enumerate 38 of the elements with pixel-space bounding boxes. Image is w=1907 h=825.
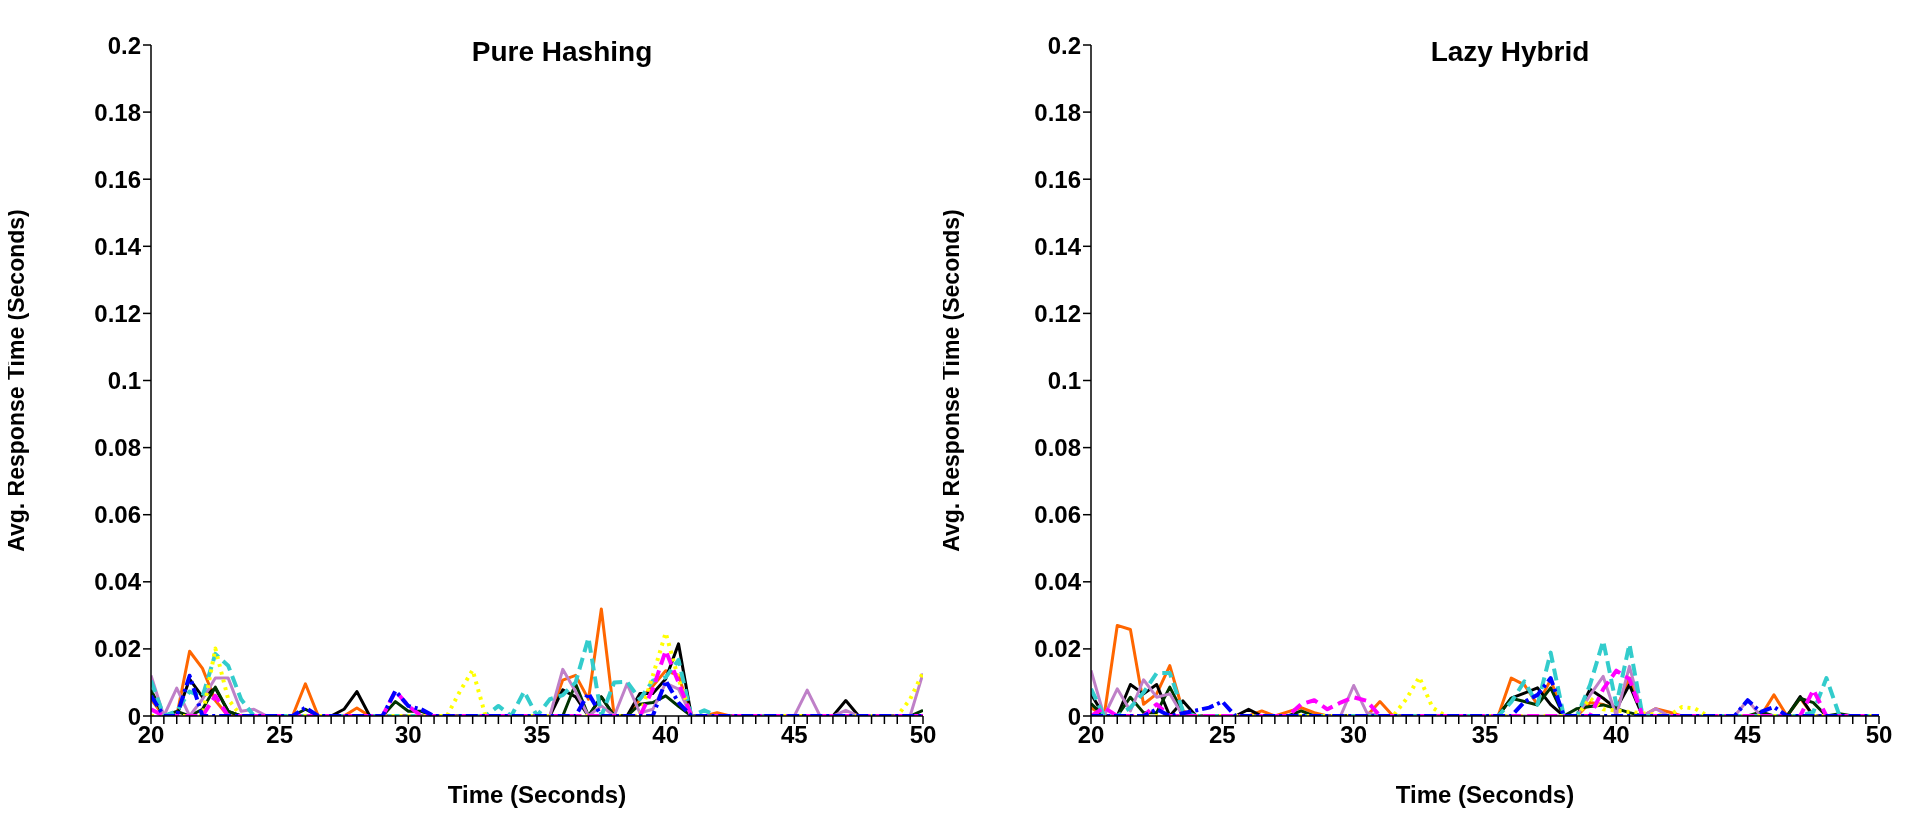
x-tick-label: 35 xyxy=(1471,721,1499,749)
x-tick-label: 25 xyxy=(266,721,294,749)
x-tick-label: 40 xyxy=(1602,721,1630,749)
y-tick-label: 0.06 xyxy=(1034,501,1081,529)
x-tick-label: 45 xyxy=(780,721,808,749)
y-tick-label: 0.04 xyxy=(1034,568,1082,596)
chart-title: Lazy Hybrid xyxy=(1429,36,1591,68)
x-tick-label: 30 xyxy=(1340,721,1368,749)
y-axis-title: Avg. Response Time (Seconds) xyxy=(3,209,30,552)
y-tick-label: 0.18 xyxy=(1034,98,1081,126)
y-tick-label: 0.12 xyxy=(94,299,141,327)
y-tick-label: 0.1 xyxy=(107,367,141,395)
y-tick-label: 0.18 xyxy=(94,98,141,126)
y-tick-label: 0.14 xyxy=(94,232,142,260)
y-tick-label: 0.04 xyxy=(94,568,142,596)
y-tick-label: 0.08 xyxy=(1034,434,1081,462)
x-tick-label: 25 xyxy=(1208,721,1236,749)
x-axis-title: Time (Seconds) xyxy=(447,781,627,808)
x-tick-label: 50 xyxy=(1865,721,1893,749)
y-tick-label: 0.16 xyxy=(94,165,141,193)
chart-title: Pure Hashing xyxy=(470,36,654,68)
y-tick-label: 0.02 xyxy=(94,635,141,663)
x-tick-label: 45 xyxy=(1734,721,1762,749)
y-tick-label: 0.12 xyxy=(1034,299,1081,327)
y-tick-label: 0.02 xyxy=(1034,635,1081,663)
y-tick-label: 0.14 xyxy=(1034,232,1082,260)
y-tick-label: 0.1 xyxy=(1047,367,1081,395)
y-tick-label: 0.16 xyxy=(1034,165,1081,193)
y-tick-label: 0.2 xyxy=(107,31,141,59)
x-tick-label: 35 xyxy=(523,721,551,749)
y-tick-label: 0.06 xyxy=(94,501,141,529)
y-tick-label: 0.08 xyxy=(94,434,141,462)
y-axis-title: Avg. Response Time (Seconds) xyxy=(938,209,965,552)
x-tick-label: 30 xyxy=(394,721,422,749)
y-tick-label: 0.2 xyxy=(1047,31,1081,59)
x-axis-title: Time (Seconds) xyxy=(1395,781,1575,808)
x-tick-label: 40 xyxy=(652,721,680,749)
x-tick-label: 50 xyxy=(909,721,937,749)
